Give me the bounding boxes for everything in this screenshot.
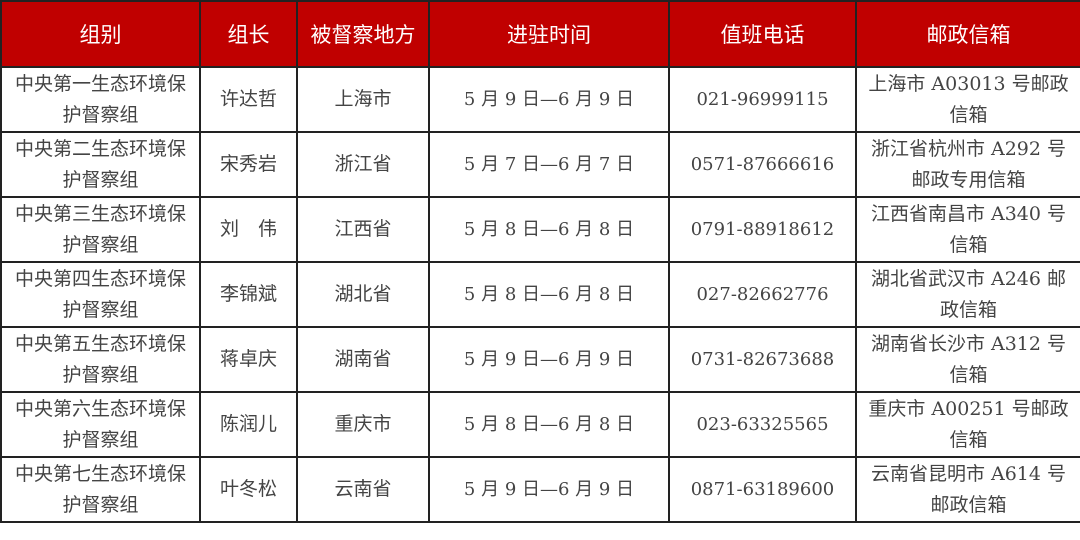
period-cell: 5 月 9 日—6 月 9 日 (428, 456, 670, 523)
period-cell: 5 月 8 日—6 月 8 日 (428, 261, 670, 328)
phone-cell: 023-63325565 (668, 391, 857, 458)
leader-cell: 陈润儿 (199, 391, 298, 458)
mailbox-cell: 湖北省武汉市 A246 邮政信箱 (855, 261, 1080, 328)
table-row: 中央第二生态环境保护督察组 宋秀岩 浙江省 5 月 7 日—6 月 7 日 0571-8… (0, 131, 1080, 198)
region-cell: 湖南省 (296, 326, 430, 393)
group-cell: 中央第五生态环境保护督察组 (0, 326, 201, 393)
mailbox-cell: 上海市 A03013 号邮政信箱 (855, 66, 1080, 133)
region-cell: 浙江省 (296, 131, 430, 198)
period-cell: 5 月 7 日—6 月 7 日 (428, 131, 670, 198)
phone-cell: 0791-88918612 (668, 196, 857, 263)
phone-cell: 0871-63189600 (668, 456, 857, 523)
table-row: 中央第三生态环境保护督察组刘 伟江西省 5 月 8 日—6 月 8 日 0791-8… (0, 196, 1080, 263)
phone-cell: 027-82662776 (668, 261, 857, 328)
region-cell: 云南省 (296, 456, 430, 523)
leader-cell: 宋秀岩 (199, 131, 298, 198)
region-cell: 重庆市 (296, 391, 430, 458)
mailbox-cell: 江西省南昌市 A340 号信箱 (855, 196, 1080, 263)
leader-cell: 蒋卓庆 (199, 326, 298, 393)
header-mailbox: 邮政信箱 (855, 0, 1080, 68)
header-phone: 值班电话 (668, 0, 857, 68)
phone-cell: 0571-87666616 (668, 131, 857, 198)
table-row: 中央第四生态环境保护督察组 李锦斌 湖北省 5 月 8 日—6 月 8 日 027-82… (0, 261, 1080, 328)
table-row: 中央第六生态环境保护督察组 陈润儿 重庆市 5 月 8 日—6 月 8 日 023-63… (0, 391, 1080, 458)
table-row: 中央第七生态环境保护督察组 叶冬松 云南省 5 月 9 日—6 月 9 日 0871-6… (0, 456, 1080, 523)
mailbox-cell: 湖南省长沙市 A312 号信箱 (855, 326, 1080, 393)
leader-cell: 许达哲 (199, 66, 298, 133)
region-cell: 江西省 (296, 196, 430, 263)
group-cell: 中央第四生态环境保护督察组 (0, 261, 201, 328)
phone-cell: 021-96999115 (668, 66, 857, 133)
header-region: 被督察地方 (296, 0, 430, 68)
group-cell: 中央第七生态环境保护督察组 (0, 456, 201, 523)
leader-cell: 李锦斌 (199, 261, 298, 328)
period-cell: 5 月 8 日—6 月 8 日 (428, 196, 670, 263)
leader-cell: 叶冬松 (199, 456, 298, 523)
header-period: 进驻时间 (428, 0, 670, 68)
table-row: 中央第五生态环境保护督察组 蒋卓庆 湖南省 5 月 9 日—6 月 9 日 0731-8… (0, 326, 1080, 393)
period-cell: 5 月 9 日—6 月 9 日 (428, 66, 670, 133)
phone-cell: 0731-82673688 (668, 326, 857, 393)
mailbox-cell: 云南省昆明市 A614 号邮政信箱 (855, 456, 1080, 523)
leader-cell: 刘 伟 (199, 196, 298, 263)
group-cell: 中央第一生态环境保护督察组 (0, 66, 201, 133)
period-cell: 5 月 8 日—6 月 8 日 (428, 391, 670, 458)
period-cell: 5 月 9 日—6 月 9 日 (428, 326, 670, 393)
region-cell: 上海市 (296, 66, 430, 133)
header-group: 组别 (0, 0, 201, 68)
header-row: 组别 组长 被督察地方 进驻时间 值班电话 邮政信箱 (0, 0, 1080, 68)
inspection-groups-table: 组别 组长 被督察地方 进驻时间 值班电话 邮政信箱 中央第一生态环境保护督察组… (0, 0, 1080, 523)
mailbox-cell: 重庆市 A00251 号邮政信箱 (855, 391, 1080, 458)
group-cell: 中央第二生态环境保护督察组 (0, 131, 201, 198)
table-row: 中央第一生态环境保护督察组 许达哲 上海市 5 月 9 日—6 月 9 日 021-96… (0, 66, 1080, 133)
header-leader: 组长 (199, 0, 298, 68)
group-cell: 中央第三生态环境保护督察组 (0, 196, 201, 263)
region-cell: 湖北省 (296, 261, 430, 328)
group-cell: 中央第六生态环境保护督察组 (0, 391, 201, 458)
mailbox-cell: 浙江省杭州市 A292 号邮政专用信箱 (855, 131, 1080, 198)
